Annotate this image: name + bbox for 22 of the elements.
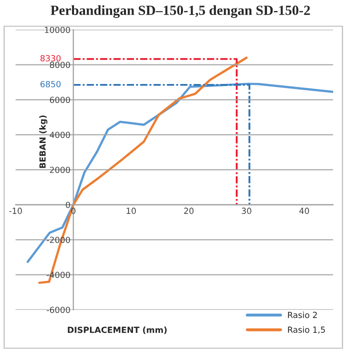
x-tick-label: 10 [126,208,136,214]
legend-label: Rasio 1,5 [288,326,325,334]
x-tick-label: 20 [184,208,194,214]
y-axis-title: BEBAN (kg) [39,116,48,168]
y-tick-label: -2000 [46,236,70,244]
y-tick-label: -6000 [46,306,70,314]
x-axis-title: DISPLACEMENT (mm) [68,326,167,334]
x-tick-label: -10 [9,208,22,214]
y-tick-label: 8000 [50,62,70,68]
annotation: 6850 [40,80,61,88]
y-tick-label: 6000 [50,96,70,104]
y-tick-label: 2000 [50,166,70,174]
y-tick-label: 10000 [44,26,70,34]
y-tick-label: -4000 [46,272,70,278]
chart-title: Perbandingan SD–150-1,5 dengan SD-150-2 [50,5,310,18]
x-tick-label: 30 [242,208,252,214]
y-tick-label: 0 [66,202,70,208]
legend-label: Rasio 2 [288,312,317,318]
line-series [26,82,334,263]
annotation: 8330 [40,55,61,62]
x-tick-label: 40 [299,208,310,214]
y-tick-label: 4000 [50,132,70,138]
